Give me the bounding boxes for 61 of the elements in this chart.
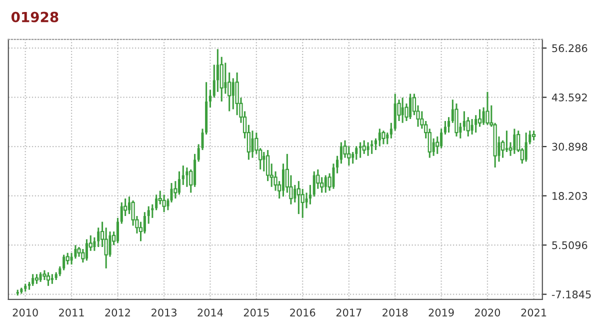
- candlestick: [359, 142, 362, 159]
- candlestick: [58, 266, 62, 277]
- y-tick-label: 18.203: [552, 192, 588, 200]
- x-tick-label: 2011: [59, 308, 84, 316]
- x-tick-label: 2012: [105, 308, 130, 316]
- candlestick: [296, 180, 301, 215]
- candlestick: [178, 170, 180, 196]
- candlestick: [470, 118, 474, 136]
- y-tick-label: 56.286: [552, 44, 588, 52]
- candlestick: [366, 142, 370, 157]
- candlestick: [155, 194, 158, 211]
- candlestick: [251, 130, 254, 159]
- candlestick: [444, 120, 446, 136]
- candlestick: [46, 271, 50, 287]
- x-tick-label: 2018: [382, 308, 408, 316]
- candlestick: [486, 91, 490, 126]
- candlestick: [143, 211, 146, 234]
- y-tick-label: 30.898: [552, 142, 588, 151]
- candlestick: [50, 273, 54, 285]
- candlestick: [120, 202, 123, 225]
- candlestick: [162, 194, 166, 213]
- candlestick: [182, 164, 184, 186]
- y-tick-label: 5.5096: [552, 241, 588, 250]
- candlestick: [355, 145, 358, 160]
- candlestick: [97, 226, 100, 248]
- x-tick-label: 2020: [474, 308, 500, 316]
- y-tick-label: -7.1845: [552, 290, 591, 298]
- x-tick-label: 2015: [244, 308, 269, 316]
- candlestick: [34, 273, 39, 285]
- candlestick: [308, 184, 312, 206]
- x-tick-label: 2021: [521, 308, 546, 316]
- candlestick: [147, 206, 150, 225]
- x-tick-label: 2013: [152, 308, 176, 316]
- candlestick: [32, 273, 34, 287]
- candlestick: [224, 62, 227, 95]
- chart-title: 01928: [11, 12, 58, 22]
- candlestick: [370, 140, 374, 155]
- candlestick: [208, 89, 212, 108]
- y-tick-label: 43.592: [552, 94, 587, 102]
- candlestick: [116, 217, 119, 244]
- x-tick-label: 2010: [12, 308, 38, 316]
- candlestick: [374, 138, 378, 151]
- x-tick-label: 2014: [198, 308, 223, 316]
- candlestick: [524, 132, 528, 162]
- candlestick: [336, 155, 339, 174]
- candlestick: [186, 166, 188, 188]
- x-tick-label: 2019: [428, 308, 454, 316]
- candlestick: [454, 102, 458, 138]
- candlestick: [62, 254, 66, 272]
- candlestick: [362, 140, 366, 155]
- candlestick: [312, 170, 316, 198]
- candlestick: [390, 122, 392, 140]
- candlestick: [282, 162, 285, 198]
- candlestick: [262, 151, 266, 172]
- candlestick: [447, 116, 450, 134]
- candlestick: [474, 114, 478, 134]
- x-tick-label: 2017: [336, 308, 362, 316]
- candlestick: [532, 130, 536, 142]
- candlestick: [93, 236, 96, 252]
- x-tick-label: 2016: [290, 308, 316, 316]
- candlestick: [382, 130, 386, 145]
